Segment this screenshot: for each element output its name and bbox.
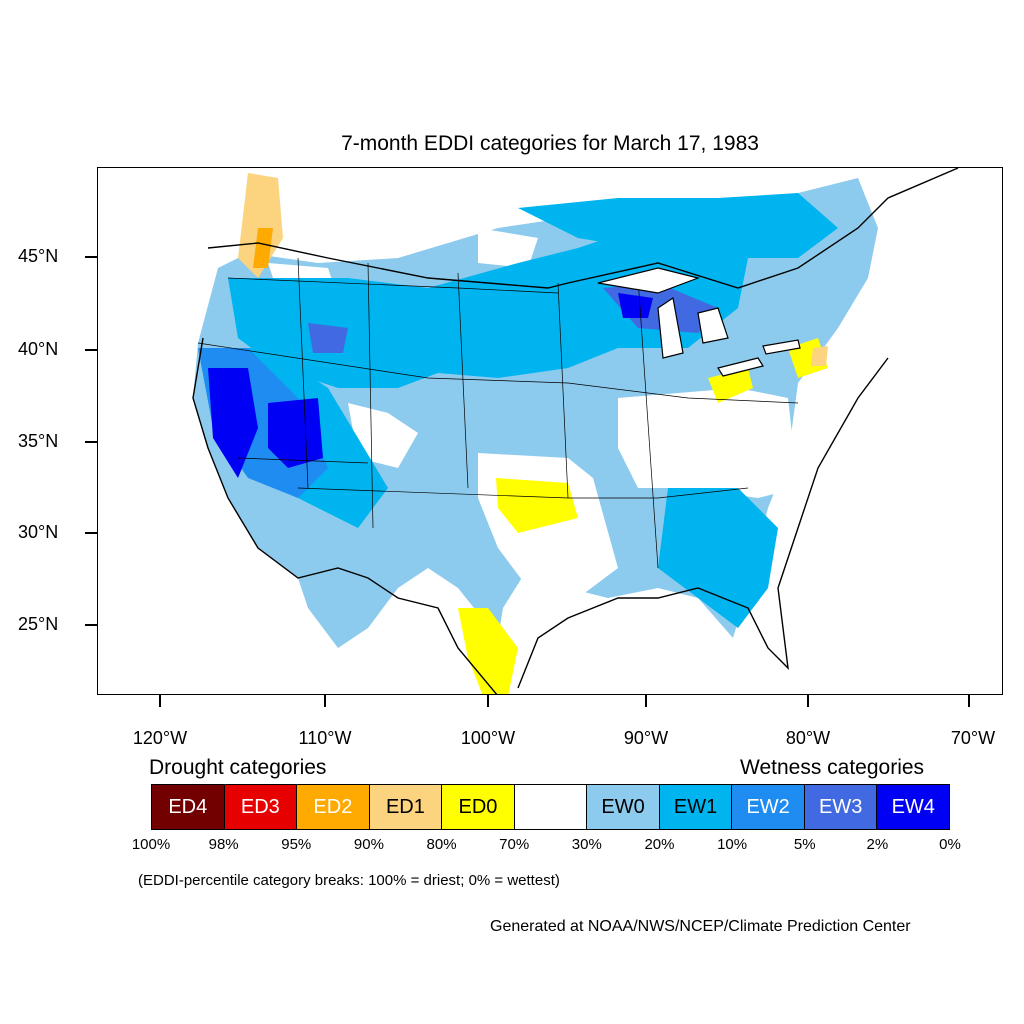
lon-tick bbox=[487, 695, 489, 707]
legend-cell-ed0: ED0 bbox=[442, 785, 515, 829]
lon-label-120: 120°W bbox=[132, 728, 188, 748]
lat-label-30: 30°N bbox=[18, 522, 59, 542]
lat-tick bbox=[85, 349, 97, 351]
drought-heading: Drought categories bbox=[149, 756, 327, 779]
legend-cell-ed4: ED4 bbox=[152, 785, 225, 829]
legend-cell-ew3: EW3 bbox=[804, 785, 878, 829]
lon-label-100: 100°W bbox=[460, 728, 516, 748]
lon-tick bbox=[807, 695, 809, 707]
lat-tick bbox=[85, 256, 97, 258]
legend-cell-ed1: ED1 bbox=[369, 785, 443, 829]
percentile-label: 95% bbox=[281, 836, 312, 853]
percentile-label: 10% bbox=[717, 836, 748, 853]
lon-tick bbox=[968, 695, 970, 707]
lon-tick bbox=[645, 695, 647, 707]
percentile-label: 20% bbox=[644, 836, 675, 853]
map-panel[interactable] bbox=[97, 167, 1003, 695]
legend-cell-ew2: EW2 bbox=[732, 785, 805, 829]
percentile-label: 30% bbox=[571, 836, 602, 853]
lat-tick bbox=[85, 624, 97, 626]
credit-text: Generated at NOAA/NWS/NCEP/Climate Predi… bbox=[490, 918, 911, 935]
map-title: 7-month EDDI categories for March 17, 19… bbox=[341, 132, 759, 155]
legend-cell-ew1: EW1 bbox=[659, 785, 733, 829]
lat-label-40: 40°N bbox=[18, 339, 59, 359]
percentile-label: 5% bbox=[793, 836, 816, 853]
legend-cell-ew4: EW4 bbox=[877, 785, 950, 829]
lon-label-80: 80°W bbox=[785, 728, 831, 748]
percentile-label: 80% bbox=[426, 836, 457, 853]
lon-label-70: 70°W bbox=[950, 728, 996, 748]
eddi-map bbox=[192, 168, 959, 694]
lat-label-35: 35°N bbox=[18, 431, 59, 451]
lat-label-25: 25°N bbox=[18, 614, 59, 634]
percentile-label: 0% bbox=[939, 836, 961, 853]
legend-cell-ew0: EW0 bbox=[587, 785, 660, 829]
lon-label-90: 90°W bbox=[623, 728, 669, 748]
percentile-label: 2% bbox=[866, 836, 889, 853]
percentile-label: 98% bbox=[208, 836, 239, 853]
lon-tick bbox=[324, 695, 326, 707]
percentile-label: 100% bbox=[131, 836, 171, 853]
legend-colorbar: ED4 ED3 ED2 ED1 ED0 EW0 EW1 EW2 EW3 EW4 bbox=[151, 784, 950, 830]
lat-tick bbox=[85, 532, 97, 534]
lon-tick bbox=[159, 695, 161, 707]
percentile-note: (EDDI-percentile category breaks: 100% =… bbox=[138, 872, 560, 889]
lat-label-45: 45°N bbox=[18, 246, 59, 266]
percentile-label: 70% bbox=[499, 836, 530, 853]
legend-cell-ed3: ED3 bbox=[224, 785, 298, 829]
percentile-label: 90% bbox=[353, 836, 384, 853]
lon-label-110: 110°W bbox=[298, 728, 352, 748]
wetness-heading: Wetness categories bbox=[740, 756, 925, 779]
legend-cell-ed2: ED2 bbox=[297, 785, 370, 829]
lat-tick bbox=[85, 441, 97, 443]
legend-cell-neutral bbox=[514, 785, 588, 829]
